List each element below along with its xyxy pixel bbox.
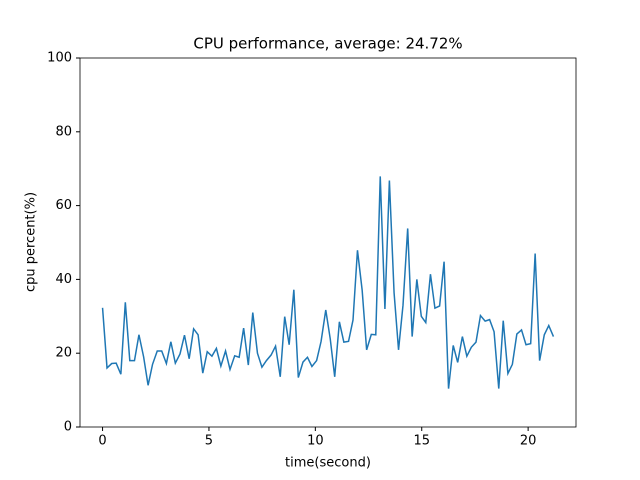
y-tick-label: 20: [55, 346, 72, 361]
x-tick-label: 0: [98, 434, 106, 449]
x-tick-label: 10: [307, 434, 324, 449]
x-axis-label: time(second): [285, 456, 371, 471]
axes-frame: [79, 57, 577, 428]
y-tick-label: 60: [55, 198, 72, 213]
y-tick-label: 80: [55, 124, 72, 139]
y-tick-label: 100: [47, 51, 72, 66]
x-tick-label: 15: [413, 434, 430, 449]
y-tick-label: 0: [64, 420, 72, 435]
x-tick-label: 5: [205, 434, 213, 449]
data-line: [101, 176, 555, 389]
y-tick-label: 40: [55, 272, 72, 287]
x-tick-label: 20: [520, 434, 537, 449]
y-axis-label: cpu percent(%): [24, 192, 39, 292]
chart-title: CPU performance, average: 24.72%: [193, 35, 462, 53]
